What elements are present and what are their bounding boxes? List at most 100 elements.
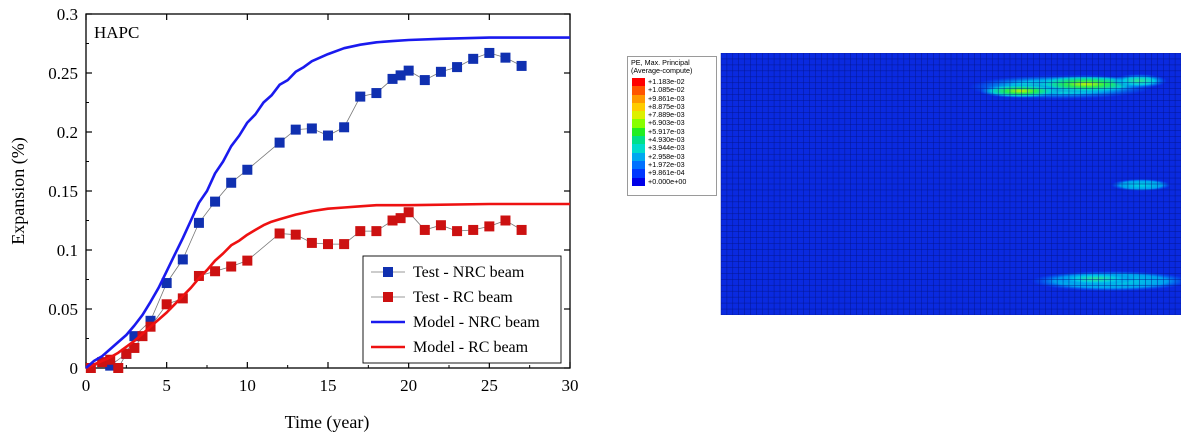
- legend-frame: [362, 255, 562, 364]
- contour-level-swatch: [632, 86, 645, 95]
- contour-level-label: +2.958e-03: [648, 151, 685, 161]
- x-tick-label: 25: [481, 376, 498, 395]
- test-data-point: [193, 270, 204, 281]
- x-tick-label: 10: [239, 376, 256, 395]
- legend-entry-label: Model - NRC beam: [413, 314, 540, 331]
- y-tick-label: 0.1: [57, 241, 78, 260]
- test-data-point: [242, 255, 253, 266]
- contour-level-label: +1.085e-02: [648, 85, 685, 95]
- strain-zone-top-core-left: [979, 84, 1063, 98]
- strain-zone-bottom-core: [1056, 273, 1136, 285]
- fea-mesh: [720, 53, 1181, 315]
- contour-level: +1.972e-03: [631, 159, 713, 170]
- test-data-point: [452, 62, 463, 73]
- test-data-point: [339, 239, 350, 250]
- test-data-point: [435, 220, 446, 231]
- legend-entry-label: Model - RC beam: [413, 339, 529, 356]
- contour-level: +2.958e-03: [631, 151, 713, 161]
- test-data-point: [387, 215, 398, 226]
- y-axis-label: Expansion (%): [8, 137, 29, 244]
- contour-level: +8.875e-03: [631, 102, 713, 112]
- test-data-point: [323, 239, 333, 250]
- test-data-point: [105, 354, 116, 365]
- contour-level: +7.889e-03: [631, 110, 713, 120]
- test-data-point: [387, 73, 398, 84]
- test-data-point: [306, 237, 317, 248]
- model-series-line: [85, 202, 570, 370]
- test-data-point: [516, 60, 527, 71]
- test-data-point: [452, 226, 463, 237]
- contour-level-swatch: [632, 152, 645, 161]
- test-data-point: [435, 66, 446, 77]
- test-data-point: [85, 363, 96, 373]
- test-data-point: [355, 226, 366, 237]
- legend-marker-swatch: [383, 267, 393, 277]
- contour-legend-levels: +1.183e-02 +1.085e-02 +9.861e-03 +8.875e-03…: [631, 77, 713, 186]
- contour-level-swatch: [632, 169, 645, 178]
- test-data-point: [274, 228, 285, 239]
- test-data-point: [290, 229, 301, 240]
- test-data-point: [210, 196, 221, 207]
- test-data-point: [177, 293, 188, 304]
- test-data-point: [137, 331, 148, 342]
- contour-level-label: +9.861e-04: [648, 168, 685, 178]
- x-tick-label: 5: [162, 376, 171, 395]
- test-data-point: [403, 207, 414, 218]
- x-axis-label: Time (year): [285, 412, 370, 433]
- contour-legend-title: PE, Max. Principal: [631, 58, 690, 67]
- test-data-point: [226, 177, 237, 188]
- fea-contour-plot: [720, 53, 1181, 315]
- test-data-point: [419, 75, 430, 86]
- contour-legend-subtitle: (Average-compute): [631, 66, 693, 75]
- test-data-point: [113, 363, 124, 373]
- test-data-point: [161, 278, 172, 289]
- contour-level-label: +1.972e-03: [648, 159, 685, 169]
- test-data-point: [371, 88, 382, 99]
- x-tick-label: 15: [320, 376, 337, 395]
- contour-level-label: +1.183e-02: [648, 77, 685, 86]
- model-series-line: [85, 36, 570, 369]
- contour-level-swatch: [632, 177, 645, 186]
- contour-level-label: +5.917e-03: [648, 126, 685, 136]
- y-tick-label: 0: [70, 359, 79, 378]
- contour-level: +9.861e-03: [631, 93, 713, 103]
- test-data-point: [500, 52, 511, 63]
- x-tick-label: 30: [562, 376, 579, 395]
- chart-legend: Test - NRC beam Test - RC beam Model - NRC…: [362, 255, 562, 364]
- test-data-point: [355, 91, 366, 102]
- test-data-point: [177, 254, 188, 265]
- contour-level: +6.903e-03: [631, 119, 713, 128]
- test-data-point: [274, 137, 285, 148]
- contour-level: +1.183e-02: [631, 77, 713, 87]
- contour-legend: PE, Max. Principal (Average-compute) +1.…: [627, 56, 717, 196]
- contour-level-swatch: [632, 127, 645, 137]
- y-tick-label: 0.2: [57, 123, 78, 142]
- contour-level: +3.944e-03: [631, 143, 713, 153]
- test-data-point: [516, 224, 527, 235]
- contour-level: +9.861e-04: [631, 168, 713, 178]
- strain-zone-top-right: [1111, 74, 1167, 88]
- contour-level: +4.930e-03: [631, 135, 713, 145]
- test-data-point: [484, 47, 495, 58]
- test-data-point: [323, 130, 333, 141]
- contour-level-swatch: [632, 136, 645, 145]
- contour-level-label: +0.000e+00: [648, 176, 687, 186]
- contour-level-label: +3.944e-03: [648, 143, 685, 153]
- mesh-grid: [720, 53, 1181, 315]
- legend-marker-swatch: [383, 292, 393, 302]
- y-tick-label: 0.05: [48, 300, 78, 319]
- contour-level-label: +4.930e-03: [648, 135, 685, 145]
- test-data-point: [403, 65, 414, 76]
- legend-entry-label: Test - NRC beam: [413, 264, 525, 281]
- contour-level-swatch: [632, 94, 645, 103]
- test-data-point: [121, 348, 132, 359]
- test-data-point: [242, 164, 253, 175]
- test-data-point: [129, 331, 140, 342]
- contour-level-label: +9.861e-03: [648, 93, 685, 103]
- test-data-point: [306, 123, 317, 134]
- test-data-point: [500, 215, 511, 226]
- test-data-point: [129, 342, 140, 353]
- contour-level-label: +7.889e-03: [648, 110, 685, 120]
- test-data-point: [468, 224, 479, 235]
- panel-label: HAPC: [94, 23, 139, 42]
